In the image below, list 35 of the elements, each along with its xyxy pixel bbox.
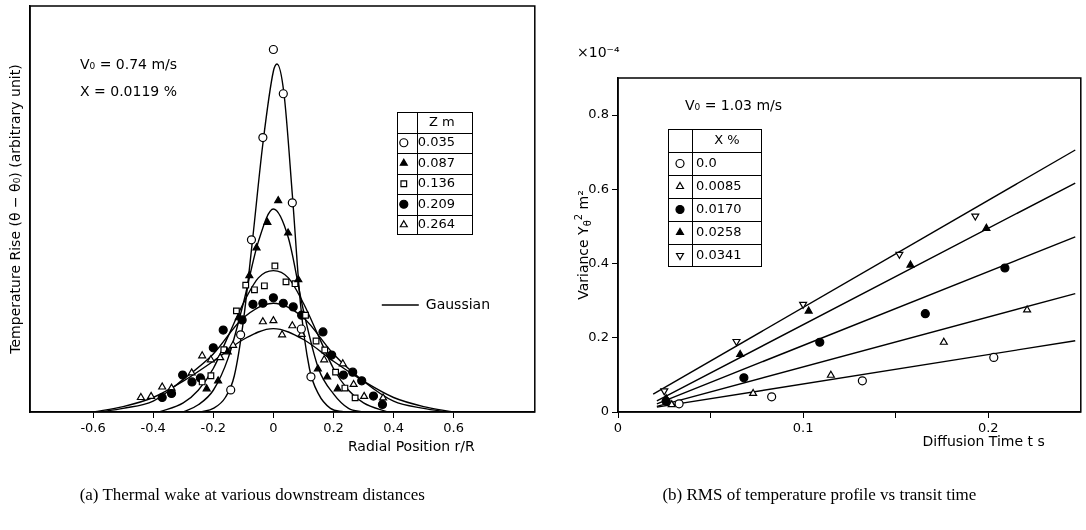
annotation: X = 0.0119 % xyxy=(80,82,177,99)
x-tick-label: 0.2 xyxy=(323,420,344,436)
legend-label: 0.209 xyxy=(417,195,456,211)
text: ×10⁻⁴ xyxy=(577,43,620,60)
annotation: V₀ = 0.74 m/s xyxy=(80,55,178,72)
legend-label: 0.0341 xyxy=(696,246,742,262)
y-axis-title: Temperature Rise (θ − θ₀) (arbitrary unit) xyxy=(6,64,23,355)
legend-label: 0.0085 xyxy=(696,177,742,193)
x-tick-label: 0.4 xyxy=(383,420,404,436)
x-tick-label: 0.1 xyxy=(792,420,814,436)
annotation: V₀ = 1.03 m/s xyxy=(685,96,783,113)
legend-label: Gaussian xyxy=(425,295,491,312)
x-tick-label: -0.4 xyxy=(140,420,166,436)
y-tick-label: 0.4 xyxy=(588,254,609,270)
legend-label: 0.035 xyxy=(417,134,456,150)
x-tick-label: 0 xyxy=(613,420,623,436)
legend-label: 0.0 xyxy=(696,154,717,170)
legend-title: X % xyxy=(714,131,740,147)
legend-label: 0.0258 xyxy=(696,223,742,239)
x-tick-label: 0.6 xyxy=(443,420,465,436)
y-tick-label: 0.2 xyxy=(588,329,609,345)
text: (a) Thermal wake at various downstream distances xyxy=(79,485,425,505)
x-tick-label: 0 xyxy=(269,420,278,436)
legend-label: 0.087 xyxy=(417,154,456,170)
x-tick-label: -0.6 xyxy=(80,420,106,436)
x-axis-title: Radial Position r/R xyxy=(347,437,476,454)
legend-label: 0.0170 xyxy=(696,200,742,216)
y-tick-label: 0 xyxy=(600,403,609,419)
legend-label: 0.264 xyxy=(417,216,456,232)
text: (b) RMS of temperature profile vs transit time xyxy=(662,485,977,505)
legend-title: Z m xyxy=(428,113,455,129)
y-tick-label: 0.6 xyxy=(588,180,609,196)
legend-label: 0.136 xyxy=(417,175,456,191)
x-tick-label: -0.2 xyxy=(200,420,226,436)
y-tick-label: 0.8 xyxy=(588,106,609,122)
